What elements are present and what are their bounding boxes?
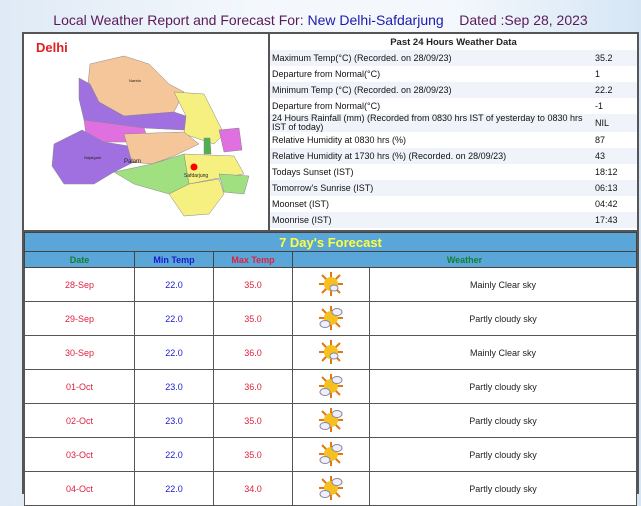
sun-icon	[292, 335, 370, 370]
past-value: 18:12	[595, 166, 618, 177]
past-label: Moonrise (IST)	[270, 212, 593, 228]
forecast-weather: Partly cloudy sky	[369, 369, 637, 404]
past-label: Departure from Normal(°C)	[272, 100, 381, 111]
forecast-max: 36.0	[213, 369, 293, 404]
forecast-date: 29-Sep	[24, 301, 135, 336]
past-value: NIL	[593, 114, 637, 132]
past-value: -1	[595, 100, 604, 111]
past-row: Tomorrow's Sunrise (IST) 06:13	[270, 180, 637, 196]
past-value: 87	[595, 134, 606, 145]
past-label: Relative Humidity at 0830 hrs (%)	[272, 134, 407, 145]
forecast-weather: Partly cloudy sky	[369, 403, 637, 438]
partly-cloudy-icon	[292, 471, 370, 506]
forecast-row: 30-Sep 22.0 36.0 Mainly Clear sky	[24, 335, 637, 370]
forecast-min: 22.0	[134, 471, 214, 506]
report-date: Dated :Sep 28, 2023	[459, 12, 588, 28]
past-value: 43	[593, 148, 637, 164]
forecast-date: 03-Oct	[24, 437, 135, 472]
forecast-min: 22.0	[134, 437, 214, 472]
past-label: Moonset (IST)	[272, 198, 330, 209]
partly-cloudy-icon	[292, 369, 370, 404]
partly-cloudy-icon	[292, 437, 370, 472]
past-value: 1	[595, 68, 601, 79]
past-value: 17:43	[593, 212, 637, 228]
delhi-map: Delhi Najafgarh Narela Palam Safdarjung	[24, 34, 270, 231]
col-weather: Weather	[292, 251, 637, 268]
forecast-row: 29-Sep 22.0 35.0 Partly cloudy sky	[24, 301, 637, 336]
forecast-row: 03-Oct 22.0 35.0 Partly cloudy sky	[24, 437, 637, 472]
past-24h-panel: Past 24 Hours Weather Data Maximum Temp(…	[270, 34, 637, 228]
forecast-max: 36.0	[213, 335, 293, 370]
partly-cloudy-icon	[292, 403, 370, 438]
past-label: Minimum Temp (°C) (Recorded. on 28/09/23…	[270, 82, 593, 98]
past-label: Relative Humidity at 1730 hrs (%) (Recor…	[270, 148, 593, 164]
forecast-max: 35.0	[213, 301, 293, 336]
past-row: Minimum Temp (°C) (Recorded. on 28/09/23…	[270, 82, 637, 98]
forecast-date: 28-Sep	[24, 267, 135, 302]
forecast-min: 23.0	[134, 369, 214, 404]
past-label: 24 Hours Rainfall (mm) (Recorded from 08…	[270, 114, 593, 132]
forecast-date: 02-Oct	[24, 403, 135, 438]
forecast-row: 02-Oct 23.0 35.0 Partly cloudy sky	[24, 403, 637, 438]
past-24h-title: Past 24 Hours Weather Data	[390, 36, 517, 48]
forecast-table: 7 Day's Forecast Date Min Temp Max Temp …	[24, 232, 637, 506]
past-row: Relative Humidity at 0830 hrs (%) 87	[270, 132, 637, 148]
forecast-min: 22.0	[134, 267, 214, 302]
map-label-narela: Narela	[129, 78, 142, 83]
forecast-row: 01-Oct 23.0 36.0 Partly cloudy sky	[24, 369, 637, 404]
col-date: Date	[24, 251, 135, 268]
partly-cloudy-icon	[292, 301, 370, 336]
past-row: Departure from Normal(°C) 1	[270, 66, 637, 82]
col-max-temp: Max Temp	[213, 251, 293, 268]
forecast-section: 7 Day's Forecast Date Min Temp Max Temp …	[22, 230, 639, 506]
past-row: Maximum Temp(°C) (Recorded. on 28/09/23)…	[270, 50, 637, 66]
station-name: New Delhi-Safdarjung	[307, 12, 444, 28]
forecast-weather: Mainly Clear sky	[369, 267, 637, 302]
forecast-max: 35.0	[213, 267, 293, 302]
past-24h-table: Past 24 Hours Weather Data Maximum Temp(…	[270, 34, 637, 228]
past-value: 04:42	[595, 198, 618, 209]
sun-icon	[292, 267, 370, 302]
forecast-weather: Partly cloudy sky	[369, 437, 637, 472]
forecast-weather: Partly cloudy sky	[369, 301, 637, 336]
forecast-date: 01-Oct	[24, 369, 135, 404]
map-image: Najafgarh Narela Palam Safdarjung	[51, 55, 250, 217]
forecast-weather: Mainly Clear sky	[369, 335, 637, 370]
past-label: Todays Sunset (IST)	[272, 166, 354, 177]
past-label: Tomorrow's Sunrise (IST)	[270, 180, 593, 196]
map-title: Delhi	[36, 40, 68, 55]
forecast-row: 04-Oct 22.0 34.0 Partly cloudy sky	[24, 471, 637, 506]
title-prefix: Local Weather Report and Forecast For:	[53, 12, 308, 28]
map-label-najafgarh: Najafgarh	[84, 155, 101, 160]
forecast-date: 30-Sep	[24, 335, 135, 370]
safdarjung-marker	[190, 163, 198, 171]
forecast-weather: Partly cloudy sky	[369, 471, 637, 506]
current-section: Delhi Najafgarh Narela Palam Safdarjung …	[22, 32, 639, 233]
forecast-max: 35.0	[213, 437, 293, 472]
past-row: 24 Hours Rainfall (mm) (Recorded from 08…	[270, 114, 637, 132]
past-value: 22.2	[593, 82, 637, 98]
past-row: Departure from Normal(°C) -1	[270, 98, 637, 114]
past-row: Moonset (IST) 04:42	[270, 196, 637, 212]
forecast-max: 34.0	[213, 471, 293, 506]
forecast-title: 7 Day's Forecast	[24, 232, 637, 252]
page-title: Local Weather Report and Forecast For: N…	[0, 12, 641, 28]
past-label: Departure from Normal(°C)	[272, 68, 381, 79]
forecast-min: 23.0	[134, 403, 214, 438]
forecast-row: 28-Sep 22.0 35.0 Mainly Clear sky	[24, 267, 637, 302]
col-min-temp: Min Temp	[134, 251, 214, 268]
forecast-max: 35.0	[213, 403, 293, 438]
forecast-min: 22.0	[134, 301, 214, 336]
forecast-min: 22.0	[134, 335, 214, 370]
past-value: 06:13	[593, 180, 637, 196]
past-row: Relative Humidity at 1730 hrs (%) (Recor…	[270, 148, 637, 164]
past-value: 35.2	[593, 50, 637, 66]
past-row: Todays Sunset (IST) 18:12	[270, 164, 637, 180]
past-row: Moonrise (IST) 17:43	[270, 212, 637, 228]
forecast-date: 04-Oct	[24, 471, 135, 506]
past-label: Maximum Temp(°C) (Recorded. on 28/09/23)	[270, 50, 593, 66]
map-label-palam: Palam	[124, 159, 141, 165]
map-label-safdarjung: Safdarjung	[184, 173, 208, 179]
